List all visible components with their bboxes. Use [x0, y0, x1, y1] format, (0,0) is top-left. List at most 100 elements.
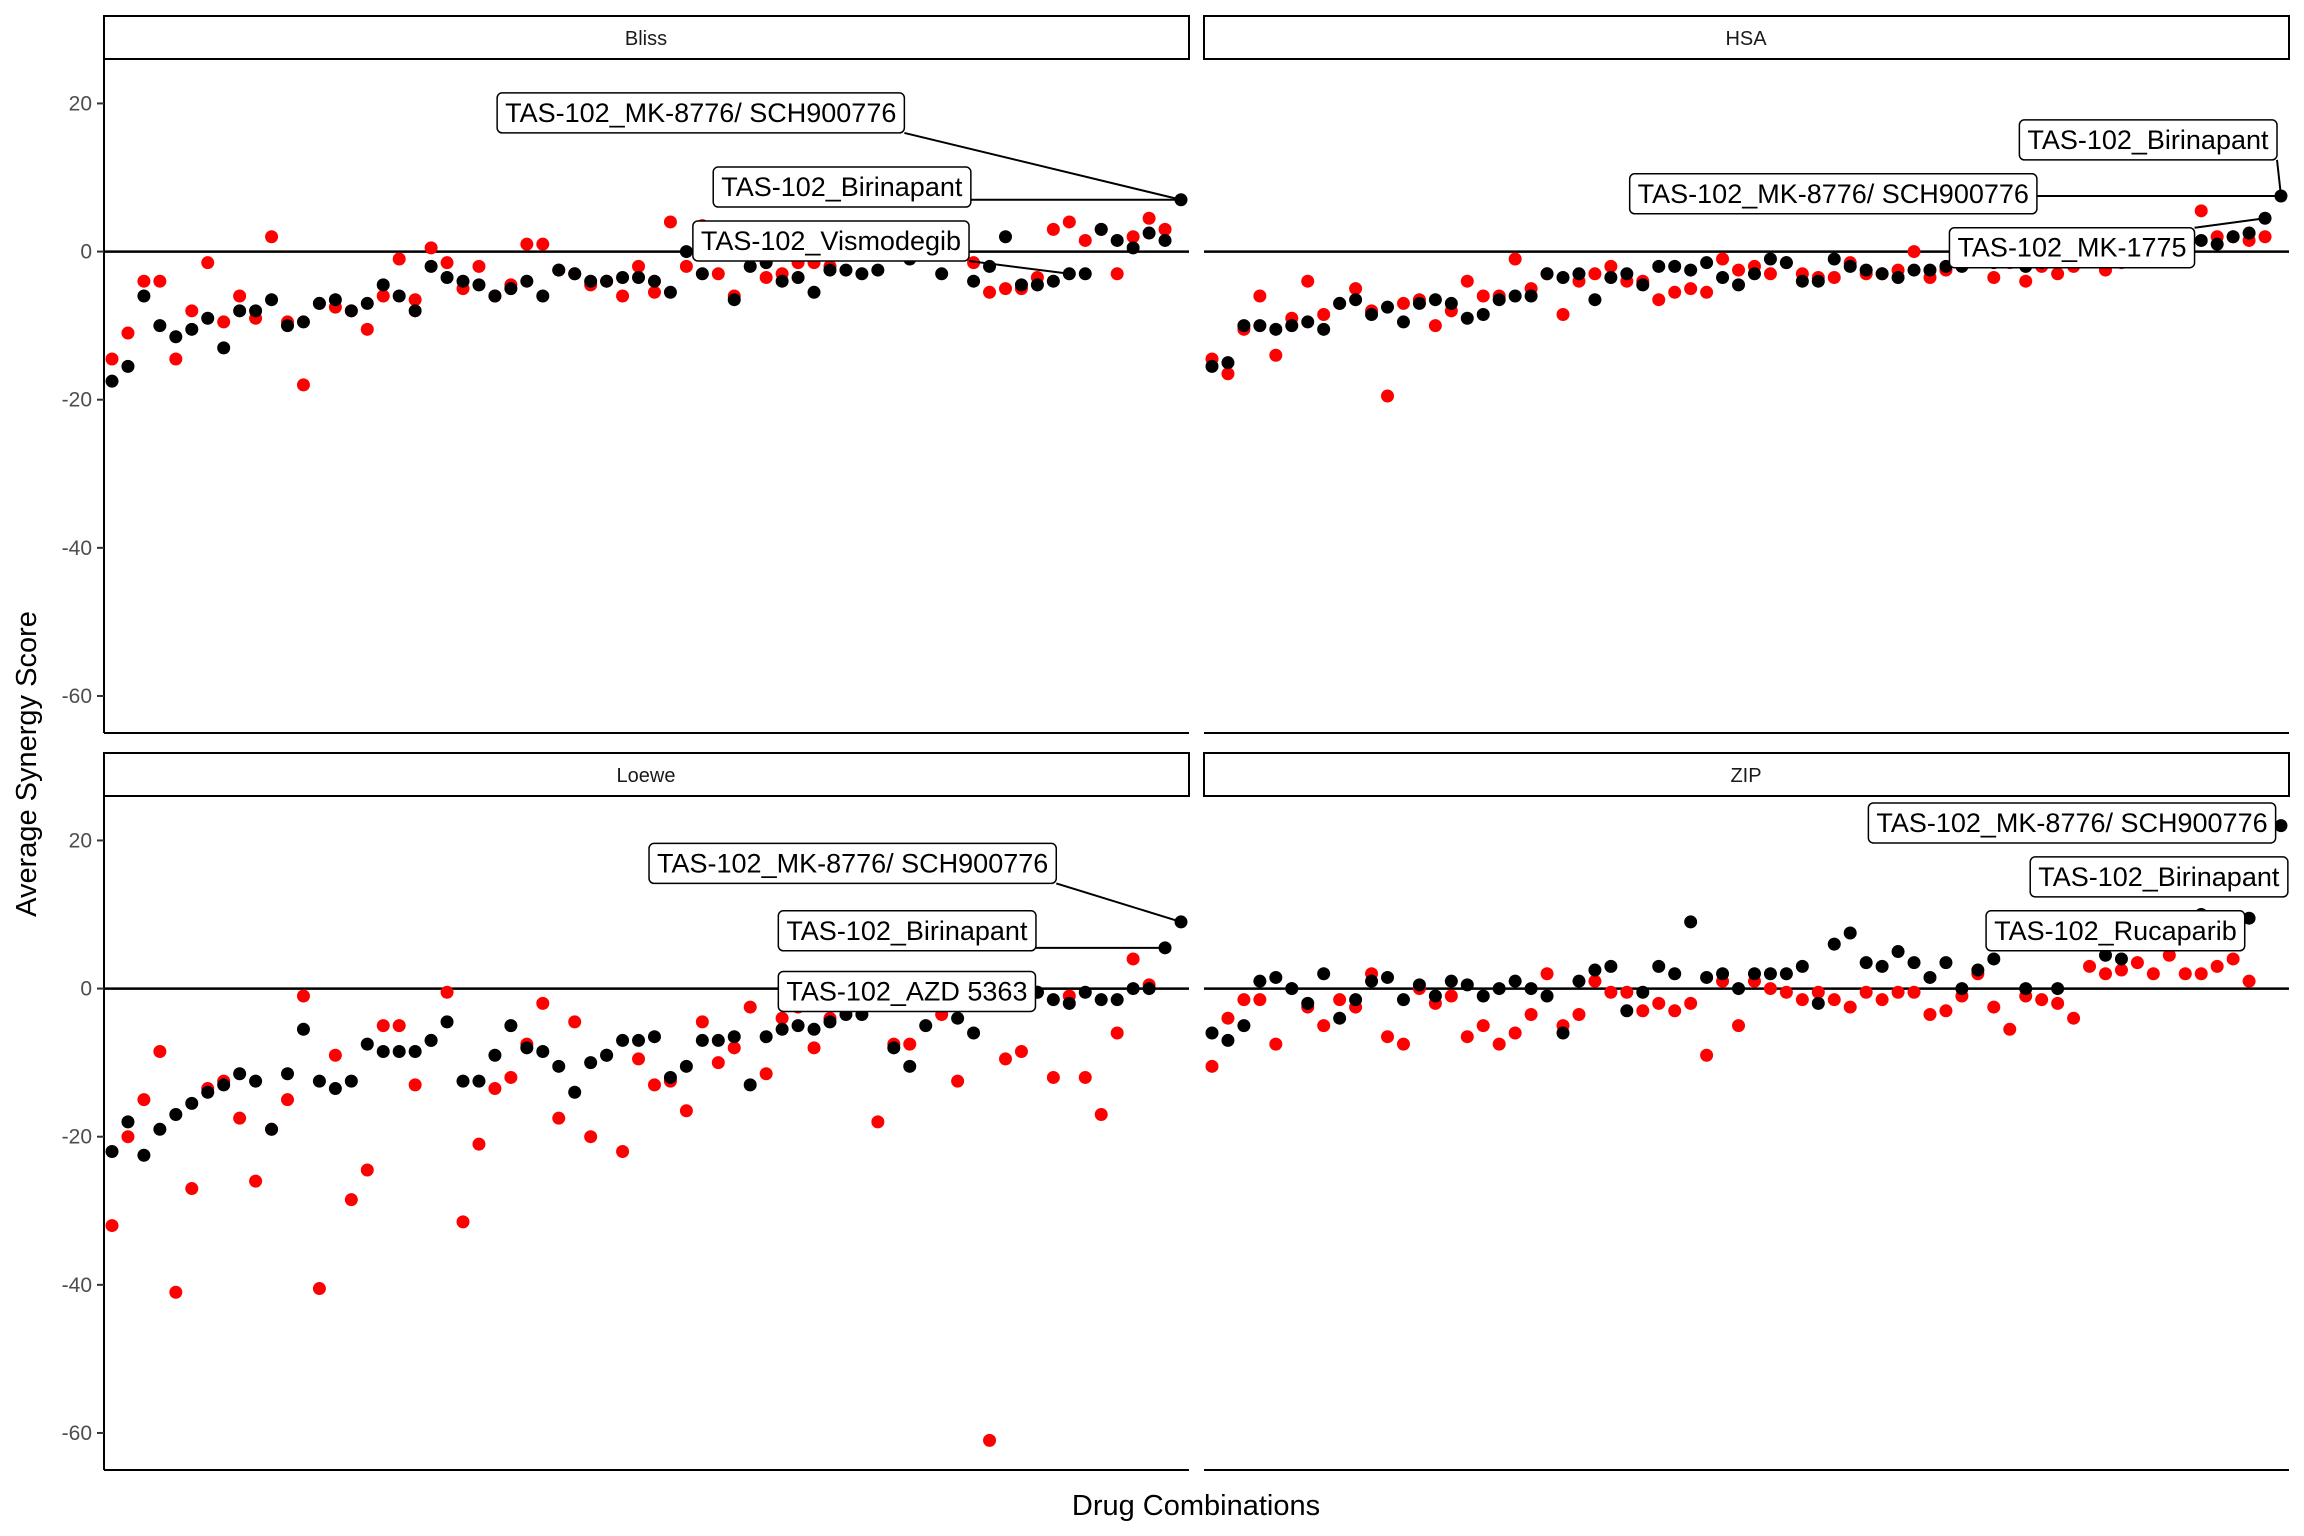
point-label-text: TAS-102_Vismodegib — [701, 226, 961, 256]
point-black — [1094, 993, 1108, 1007]
point-black — [1428, 989, 1442, 1003]
point-black — [1684, 915, 1698, 929]
point-black — [249, 1074, 263, 1088]
point-black — [711, 1033, 725, 1047]
point-black — [1444, 974, 1458, 988]
point-label-box — [1867, 802, 2277, 844]
y-tick-label: 20 — [69, 829, 92, 852]
point-black — [249, 304, 263, 318]
point-red — [759, 270, 773, 284]
point-black — [632, 1033, 646, 1047]
point-red — [1843, 1000, 1857, 1014]
point-red — [217, 315, 231, 329]
point-red — [440, 985, 454, 999]
point-red — [2242, 974, 2256, 988]
point-red — [2051, 996, 2065, 1010]
point-label-text: TAS-102_Birinapant — [786, 916, 1028, 946]
y-tick-label: -40 — [62, 1274, 92, 1297]
point-red — [584, 1130, 598, 1144]
point-red — [1939, 1004, 1953, 1018]
point-black — [1460, 978, 1474, 992]
point-red — [998, 1052, 1012, 1066]
point-label: TAS-102_Birinapant — [2018, 119, 2282, 197]
point-label: TAS-102_MK-8776/ SCH900776 — [1867, 802, 2281, 844]
point-black — [360, 296, 374, 310]
point-black — [1604, 959, 1618, 973]
point-red — [1907, 245, 1921, 259]
point-black — [855, 267, 869, 281]
point-black — [791, 270, 805, 284]
point-red — [552, 1111, 566, 1125]
point-red — [616, 1145, 630, 1159]
point-red — [536, 237, 550, 251]
y-axis-title: Average Synergy Score — [11, 611, 43, 917]
point-black — [1971, 963, 1985, 977]
point-black — [1142, 982, 1156, 996]
point-red — [360, 1163, 374, 1177]
point-label-text: TAS-102_MK-1775 — [1957, 233, 2186, 263]
point-black — [137, 289, 151, 303]
point-black — [1923, 263, 1937, 277]
point-black — [967, 1026, 981, 1040]
point-black — [488, 289, 502, 303]
point-red — [695, 1015, 709, 1029]
point-red — [2162, 948, 2176, 962]
point-black — [967, 274, 981, 288]
point-red — [1684, 282, 1698, 296]
point-black — [1827, 252, 1841, 266]
point-black — [1253, 319, 1267, 333]
point-red — [1604, 985, 1618, 999]
point-red — [998, 282, 1012, 296]
point-label-text: TAS-102_MK-8776/ SCH900776 — [1876, 808, 2267, 838]
point-black — [328, 293, 342, 307]
point-red — [2210, 959, 2224, 973]
point-black — [1317, 967, 1331, 981]
point-red — [185, 304, 199, 318]
point-red — [121, 1130, 135, 1144]
point-red — [1046, 1070, 1060, 1084]
point-black — [1556, 270, 1570, 284]
point-label-box — [2018, 119, 2278, 161]
point-black — [1588, 293, 1602, 307]
point-black — [1253, 974, 1267, 988]
point-black — [1285, 982, 1299, 996]
point-black — [296, 1022, 310, 1036]
point-label: TAS-102_Birinapant — [712, 166, 1181, 208]
point-black — [983, 259, 997, 273]
point-red — [1221, 1011, 1235, 1025]
point-red — [1221, 367, 1235, 381]
point-black — [376, 278, 390, 292]
point-black — [1381, 300, 1395, 314]
point-black — [344, 304, 358, 318]
point-red — [1923, 1007, 1937, 1021]
point-black — [1747, 967, 1761, 981]
point-black — [201, 1085, 215, 1099]
point-label: TAS-102_Vismodegib — [692, 220, 1070, 275]
point-red — [1396, 296, 1410, 310]
point-red — [1588, 267, 1602, 281]
point-black — [568, 267, 582, 281]
point-black — [2242, 911, 2256, 925]
point-label-text: TAS-102_Birinapant — [721, 172, 963, 202]
point-red — [392, 1019, 406, 1033]
point-label-box — [2029, 856, 2289, 898]
point-black — [1301, 315, 1315, 329]
point-red — [105, 352, 119, 366]
point-black — [2051, 982, 2065, 996]
point-black — [600, 1048, 614, 1062]
point-black — [456, 274, 470, 288]
point-red — [1205, 1059, 1219, 1073]
point-label: TAS-102_MK-8776/ SCH900776 — [648, 842, 1182, 923]
point-black — [2226, 230, 2240, 244]
point-black — [1636, 985, 1650, 999]
point-red — [1078, 233, 1092, 247]
point-black — [536, 289, 550, 303]
point-red — [2258, 230, 2272, 244]
point-red — [1763, 982, 1777, 996]
point-red — [392, 252, 406, 266]
point-black — [1716, 270, 1730, 284]
point-black — [679, 1059, 693, 1073]
point-black — [1859, 956, 1873, 970]
point-red — [2146, 967, 2160, 981]
point-red — [1126, 230, 1140, 244]
